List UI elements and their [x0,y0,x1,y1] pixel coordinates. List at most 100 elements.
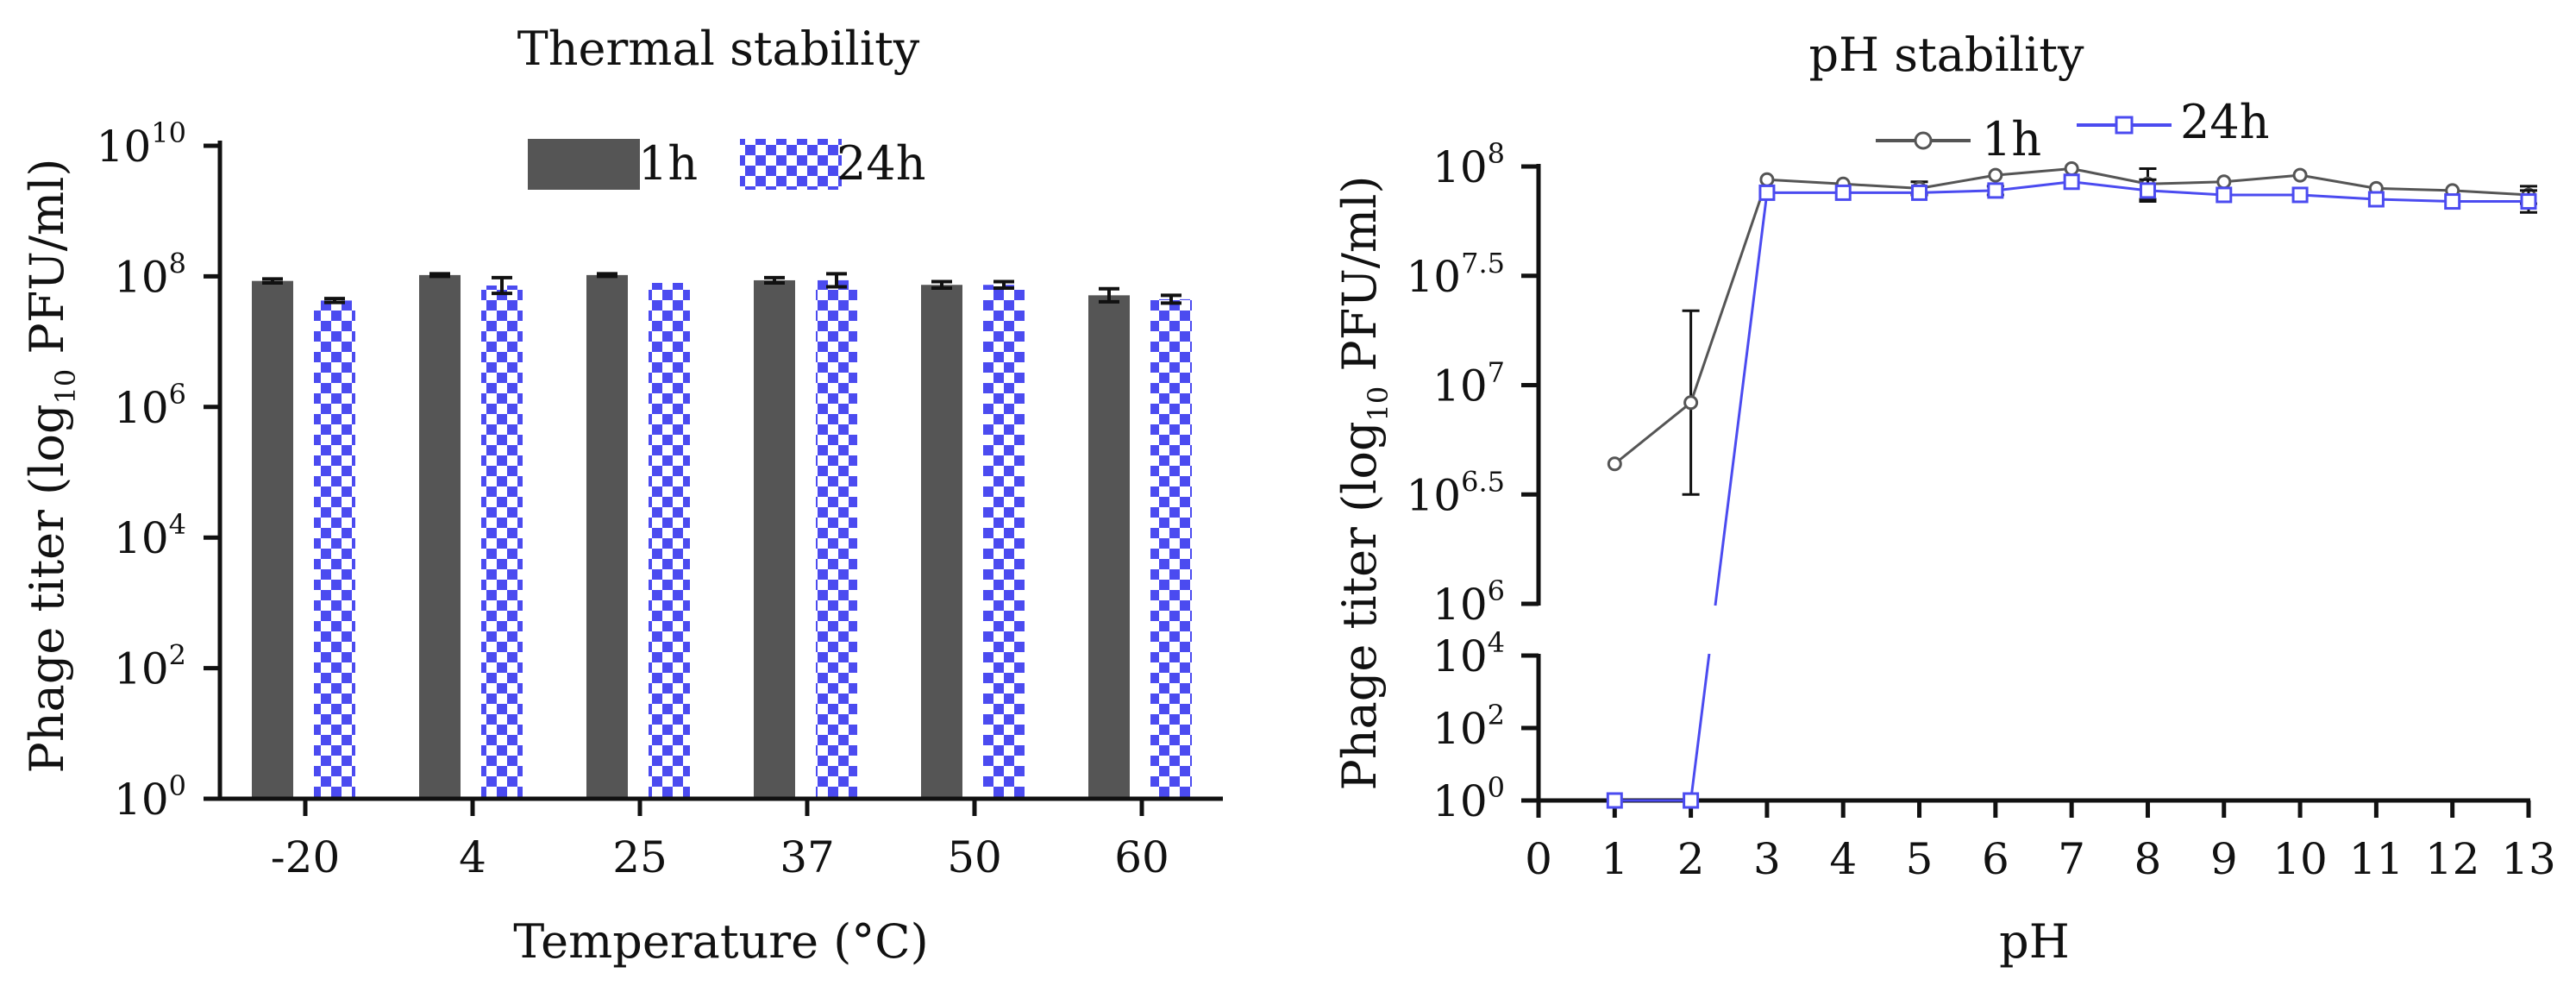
ph-xtick-label: 1 [1601,834,1628,884]
thermal-bar-24h [816,279,857,799]
ph-xtick-label: 9 [2210,834,2238,884]
ph-line-1h [2147,180,2224,185]
ph-point-1h [2292,167,2308,183]
ph-ytick-label: 100 [1432,771,1505,826]
ph-ytick-label-base: 10 [1432,361,1488,411]
ph-line-1h [2299,173,2377,190]
thermal-xtick-label: 37 [780,832,835,882]
thermal-ytick-label-base: 10 [114,383,169,433]
ph-ytick-label-exp: 6.5 [1461,465,1505,498]
legend-swatch-1h [528,139,640,190]
thermal-ytick-label: 104 [114,508,186,563]
ph-line-1h [2071,167,2148,185]
ph-ytick-label-base: 10 [1432,776,1488,826]
thermal-y-label-suffix: PFU/ml) [20,159,74,369]
ph-ytick-label-exp: 8 [1488,137,1505,170]
ph-ytick-label: 104 [1432,626,1505,681]
thermal-ytick-label-exp: 4 [169,508,186,541]
ph-xtick-label: 12 [2425,834,2480,884]
thermal-bar-1h [252,280,293,800]
ph-line-24h [1919,189,1996,194]
thermal-bars [252,272,1192,800]
ph-point-24h [1987,182,2004,199]
ph-point-24h [2520,193,2537,210]
thermal-ytick-label-exp: 10 [151,116,186,149]
ph-point-24h [1683,792,1700,809]
ph-xtick-label: 7 [2058,834,2085,884]
thermal-bar-1h [754,279,795,799]
thermal-ytick-label: 108 [114,247,186,302]
ph-point-1h [2064,161,2079,177]
ph-ytick-label-exp: 2 [1488,699,1505,731]
ph-xtick-label: 2 [1677,834,1705,884]
ph-ytick-label-base: 10 [1406,252,1461,302]
ph-title: pH stability [1808,28,2084,82]
ph-ytick-label: 108 [1432,137,1505,192]
ph-xtick-label: 0 [1525,834,1552,884]
thermal-ytick-label-exp: 0 [169,769,186,802]
ph-point-24h [1758,184,1776,201]
ph-xtick-label: 10 [2272,834,2328,884]
thermal-bar-24h [649,282,690,800]
ph-line-1h [2376,186,2453,192]
ph-line-24h [2376,198,2453,204]
ph-line-24h [1995,180,2072,192]
ph-y-label-suffix: PFU/ml) [1332,176,1387,386]
thermal-x-label: Temperature (°C) [513,914,928,969]
ph-point-24h [2444,193,2461,210]
thermal-bar-24h [314,300,355,799]
ph-point-24h [2063,173,2080,191]
ph-point-24h [2367,191,2385,208]
ph-line-1h [2223,173,2301,184]
ph-xtick-label: 8 [2134,834,2162,884]
ph-line-1h [1614,401,1692,465]
thermal-ytick-label: 102 [114,639,186,694]
ph-ytick-label-exp: 0 [1488,771,1505,804]
ph-line-24h [2071,180,2148,192]
ph-legend-label-24h: 24h [2180,95,2270,149]
ph-ytick-label: 107.5 [1406,247,1505,302]
thermal-ytick-label: 106 [114,378,186,433]
ph-xtick-label: 5 [1906,834,1934,884]
thermal-ytick-label-base: 10 [97,122,152,172]
ph-chart: pH stability 1h 24h 106106.5107107.51081… [1332,28,2556,969]
thermal-ytick-label-base: 10 [114,644,169,694]
legend-label-1h: 1h [638,136,698,191]
ph-ytick-label-exp: 7 [1488,356,1505,389]
ph-ytick-label-base: 10 [1432,704,1488,754]
thermal-bar-1h [921,285,962,800]
ph-ytick-label-base: 10 [1432,631,1488,681]
ph-ytick-label-base: 10 [1432,142,1488,192]
ph-legend-label-1h: 1h [1982,112,2041,166]
thermal-ytick-label-base: 10 [114,252,169,302]
thermal-xtick-label: 4 [459,832,486,882]
thermal-ytick-label: 1010 [97,116,186,172]
thermal-xtick-label: 60 [1114,832,1169,882]
ph-y-label: Phage titer (log10 PFU/ml) [1332,176,1395,791]
thermal-bar-1h [1088,295,1130,799]
ph-ytick-label: 102 [1432,699,1505,754]
ph-line-1h [1689,179,1769,404]
ph-xtick-label: 3 [1753,834,1781,884]
ph-x-ticks: 0 1 2 3 4 5 6 7 8 9 10 11 12 13 [1525,800,2556,884]
legend-marker-1h [1914,131,1933,150]
thermal-bar-24h [1150,298,1192,799]
ph-point-1h [1607,456,1622,472]
ph-ytick-label-exp: 4 [1488,626,1505,659]
ph-y-label-prefix: Phage titer (log [1332,421,1387,790]
legend-swatch-24h [740,139,842,190]
ph-ytick-label-base: 10 [1406,470,1461,520]
thermal-chart: Thermal stability 1h 24h 100102104106108… [20,22,1223,969]
thermal-bar-24h [481,285,523,799]
thermal-y-label-prefix: Phage titer (log [20,404,74,773]
ph-line-1h [1995,167,2072,177]
ph-point-24h [2216,186,2233,204]
ph-line-1h [1843,182,1920,190]
legend-marker-24h [2115,116,2134,135]
ph-y-label-sub: 10 [1362,386,1395,422]
ph-line-24h [2147,189,2224,197]
ph-point-24h [2291,186,2309,204]
